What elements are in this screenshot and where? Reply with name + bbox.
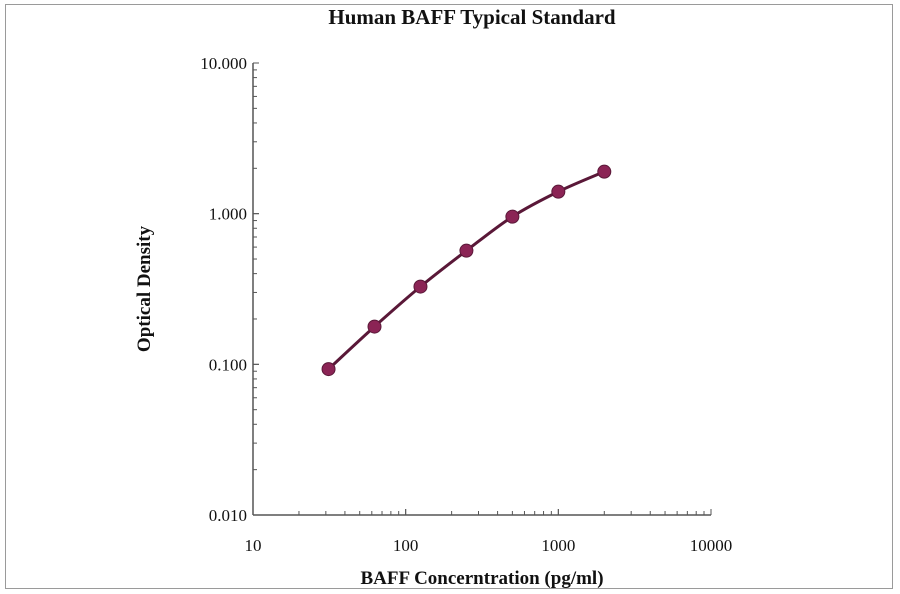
y-tick-label: 1.000 [209,205,247,224]
x-tick-label: 1000 [541,536,575,555]
chart-frame [5,4,893,589]
y-axis-label: Optical Density [134,225,155,352]
data-point [321,362,336,377]
series-line [327,170,605,371]
x-axis-label: BAFF Concerntration (pg/ml) [360,568,603,589]
data-point [413,279,428,294]
data-point [367,319,382,334]
data-point [597,164,612,179]
x-tick-label: 100 [393,536,419,555]
data-point [551,184,566,199]
chart-title: Human BAFF Typical Standard [328,5,616,29]
y-tick-label: 0.100 [209,355,247,374]
data-point [505,209,520,224]
x-tick-label: 10000 [690,536,733,555]
data-point [459,243,474,258]
y-tick-label: 0.010 [209,506,247,525]
y-tick-label: 10.000 [200,54,247,73]
x-tick-label: 10 [245,536,262,555]
